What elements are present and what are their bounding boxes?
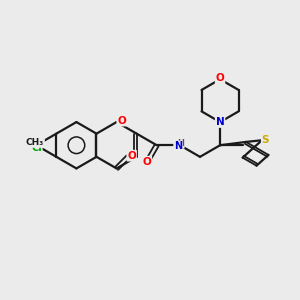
Text: CH₃: CH₃ — [26, 138, 44, 147]
Text: Cl: Cl — [31, 143, 42, 153]
Text: O: O — [142, 157, 151, 166]
Text: N: N — [174, 141, 182, 152]
Text: N: N — [216, 117, 224, 127]
Text: O: O — [127, 151, 136, 161]
Text: S: S — [262, 135, 269, 145]
Text: H: H — [177, 139, 184, 148]
Text: O: O — [216, 74, 224, 83]
Text: O: O — [117, 116, 126, 126]
